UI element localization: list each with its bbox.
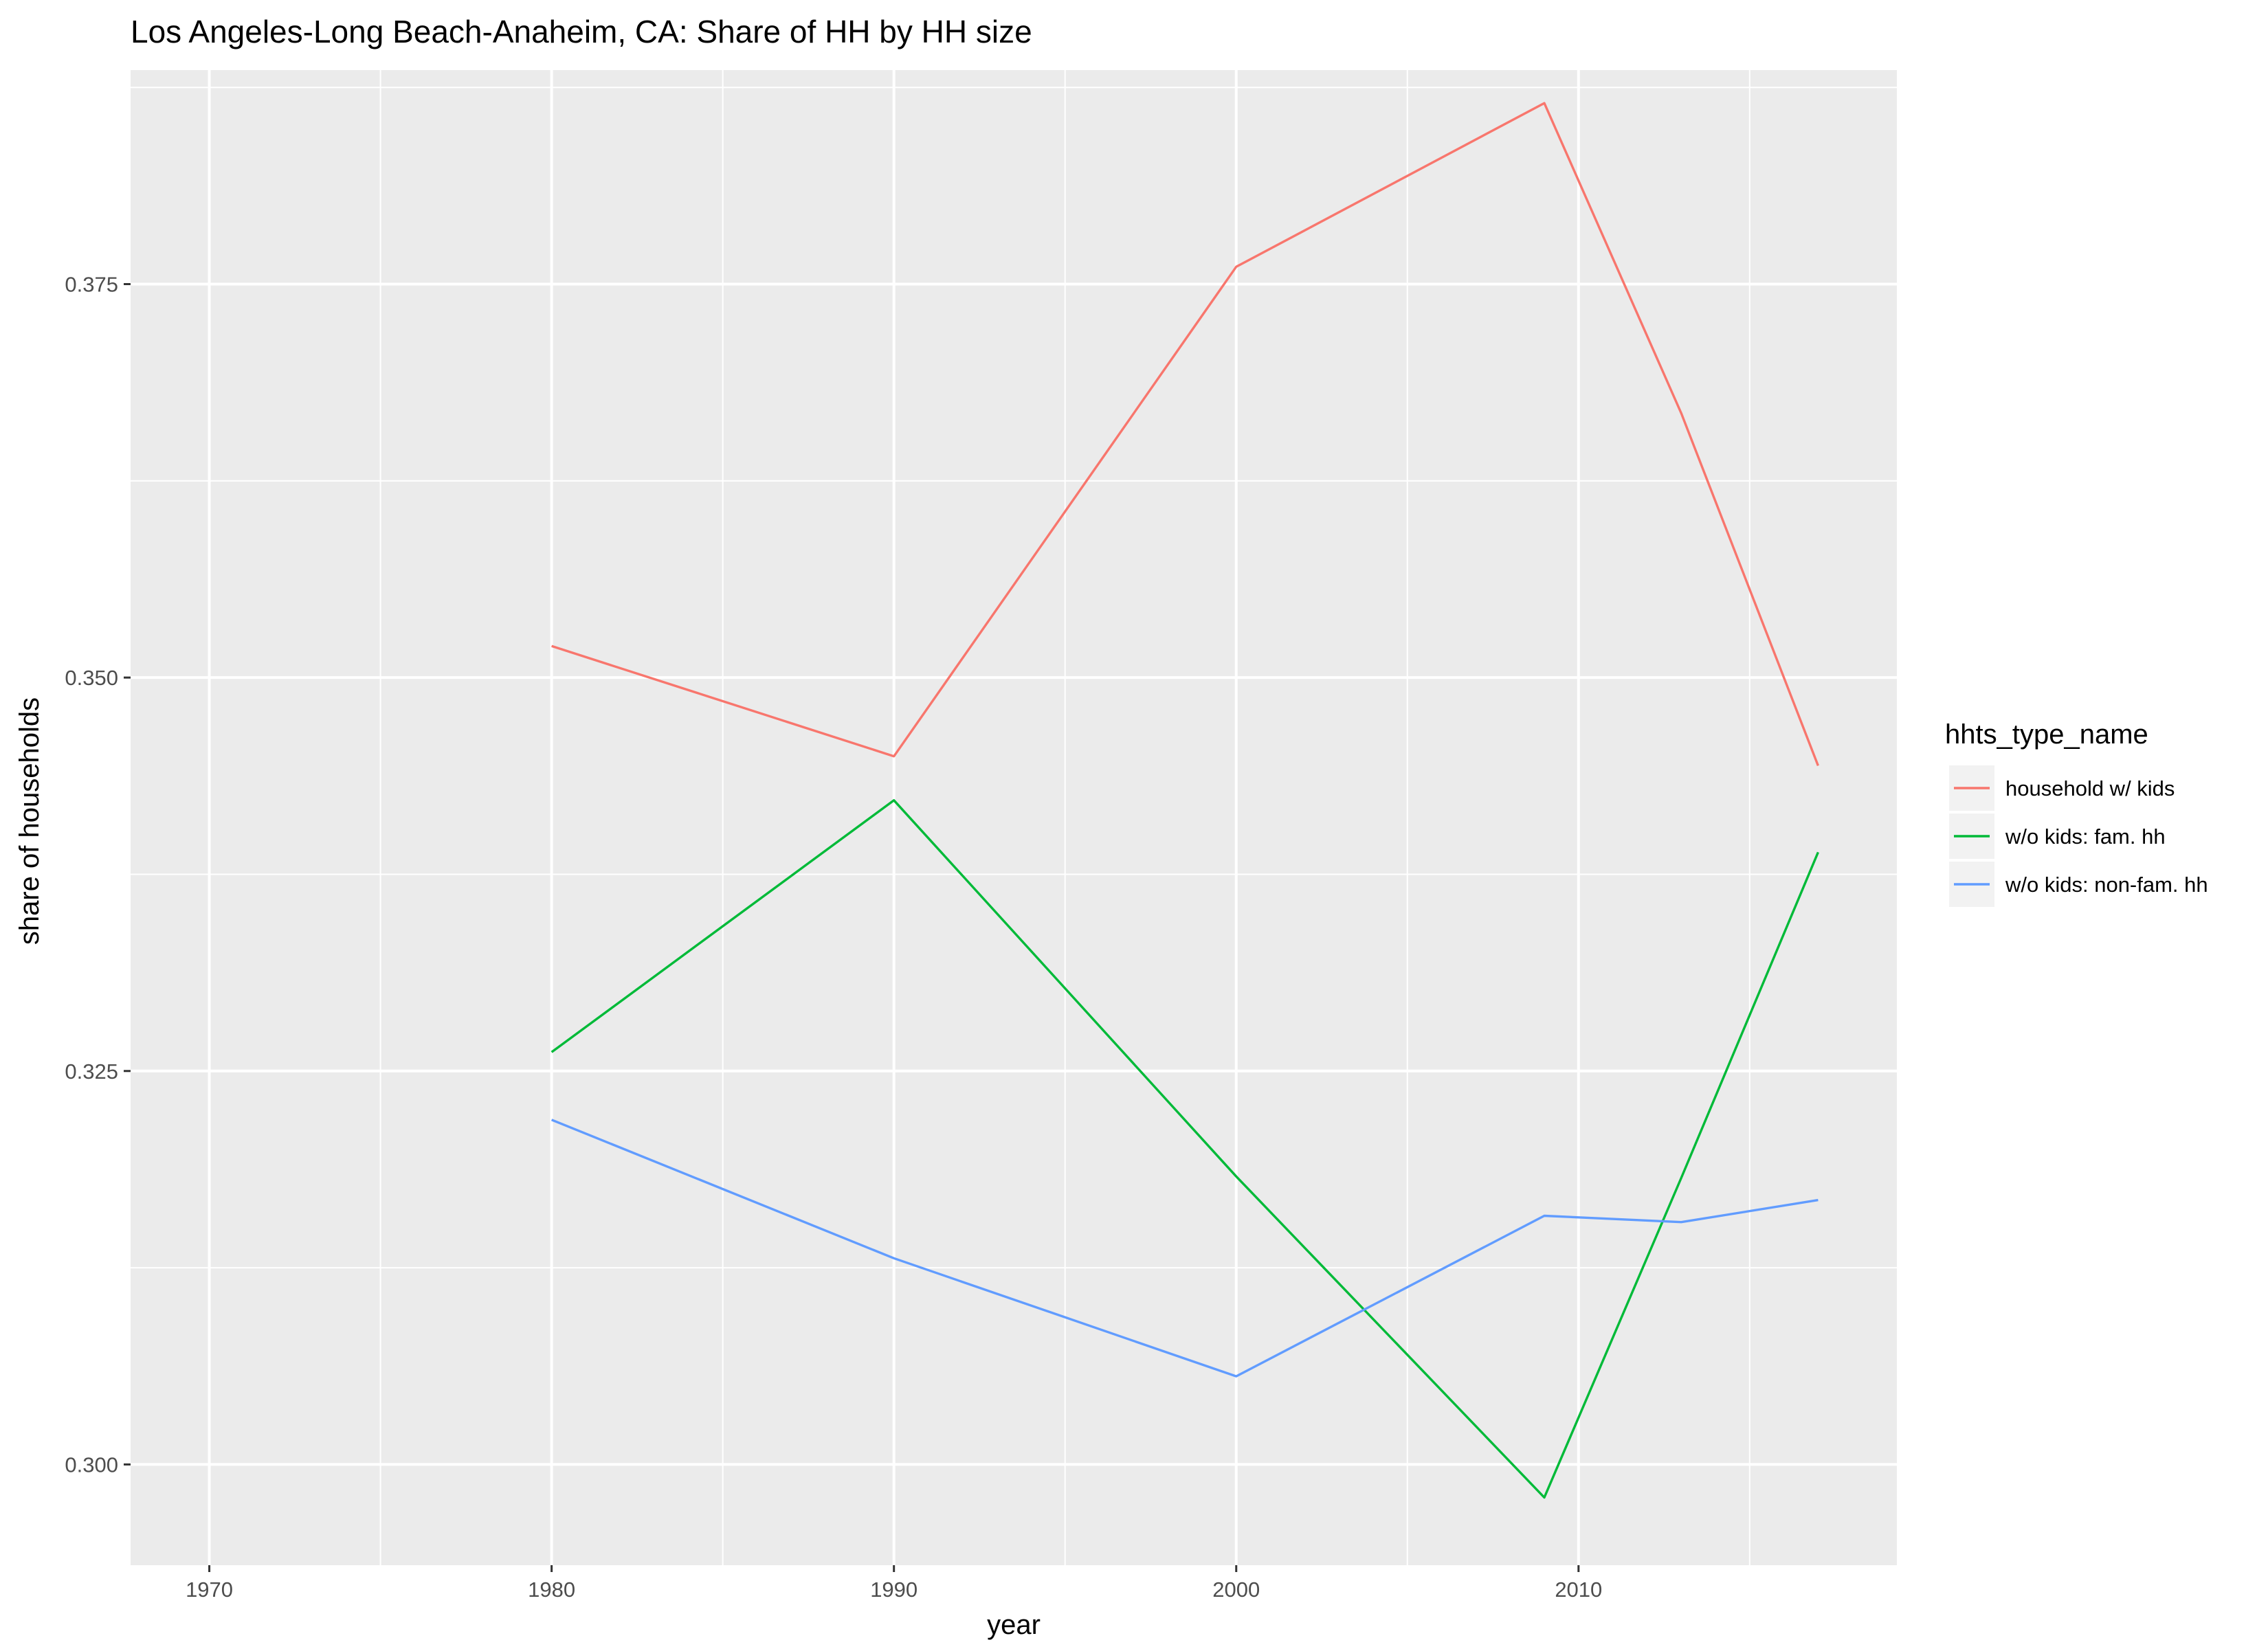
legend: hhts_type_name household w/ kids w/o kids… xyxy=(1945,719,2208,907)
x-tick-label: 1980 xyxy=(528,1578,575,1602)
chart-title: Los Angeles-Long Beach-Anaheim, CA: Shar… xyxy=(131,14,1032,49)
x-tick-label: 1970 xyxy=(186,1578,233,1602)
x-tick-label: 2010 xyxy=(1555,1578,1602,1602)
x-tick-label: 1990 xyxy=(870,1578,918,1602)
y-axis: 0.300 0.325 0.350 0.375 xyxy=(65,273,131,1477)
legend-label: w/o kids: fam. hh xyxy=(2005,824,2166,849)
x-tick-label: 2000 xyxy=(1212,1578,1260,1602)
y-tick-label: 0.350 xyxy=(65,666,118,690)
series-line-2 xyxy=(551,799,1819,1499)
legend-label: w/o kids: non-fam. hh xyxy=(2005,873,2208,897)
legend-title: hhts_type_name xyxy=(1945,719,2148,750)
plot-panel xyxy=(131,70,1897,1565)
y-axis-title: share of households xyxy=(14,697,45,945)
major-gridlines xyxy=(131,70,1897,1565)
series-line-1 xyxy=(551,102,1819,767)
minor-gridlines xyxy=(131,70,1897,1565)
y-tick-label: 0.300 xyxy=(65,1452,118,1477)
series-line-3 xyxy=(551,1119,1819,1378)
x-axis: 1970 1980 1990 2000 2010 xyxy=(186,1565,1602,1602)
y-tick-label: 0.375 xyxy=(65,273,118,297)
legend-label: household w/ kids xyxy=(2005,776,2175,800)
y-tick-label: 0.325 xyxy=(65,1059,118,1084)
x-axis-title: year xyxy=(987,1610,1041,1640)
series-lines xyxy=(551,102,1819,1499)
